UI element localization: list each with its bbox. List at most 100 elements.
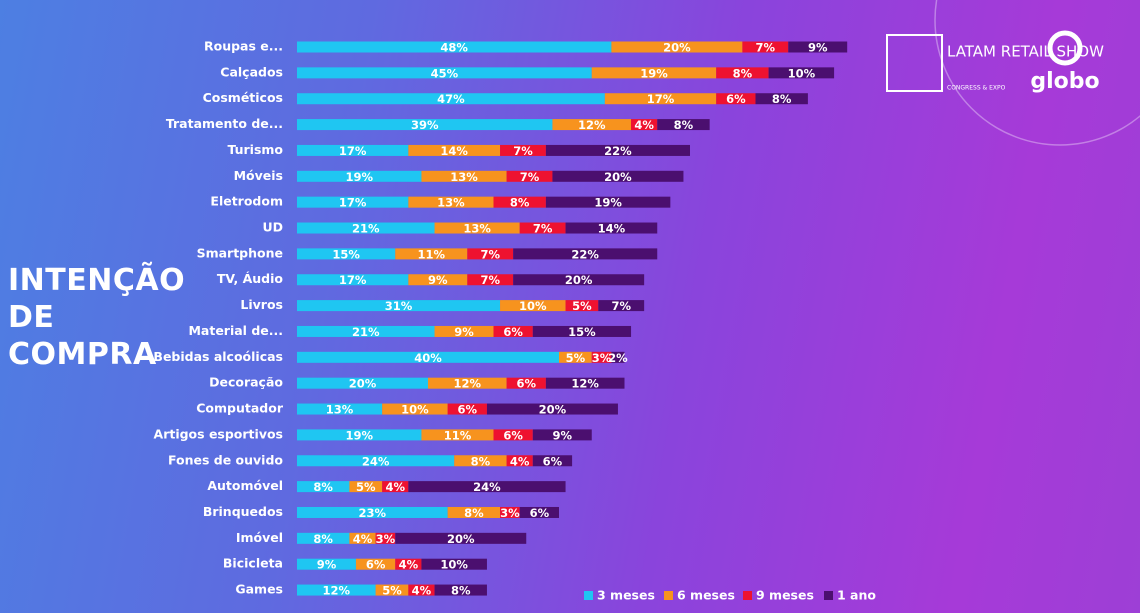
bar-segment xyxy=(716,93,756,105)
bar-segment xyxy=(591,67,717,79)
category-label: Cosméticos xyxy=(203,90,283,105)
bar-segment xyxy=(428,377,507,389)
bar-segment xyxy=(395,248,468,260)
value-label: 40% xyxy=(414,351,442,365)
legend-swatch xyxy=(584,591,593,600)
value-label: 6% xyxy=(726,92,746,106)
bar-segment xyxy=(297,351,559,363)
bar-segment xyxy=(297,558,356,570)
value-label: 15% xyxy=(332,247,360,261)
broadcaster-logo: globo xyxy=(1030,69,1099,94)
value-label: 9% xyxy=(553,428,573,442)
bar-segment xyxy=(506,170,553,182)
decor-circle xyxy=(934,0,1140,146)
bar-segment xyxy=(297,481,350,493)
bar-segment xyxy=(421,429,494,441)
bar-segment xyxy=(297,584,376,596)
legend-swatch xyxy=(824,591,833,600)
value-label: 9% xyxy=(317,558,337,572)
value-label: 10% xyxy=(788,66,816,80)
category-label: Games xyxy=(235,582,283,597)
category-label: Imóvel xyxy=(236,530,283,545)
bar-segment xyxy=(408,274,468,286)
bar-segment xyxy=(408,584,435,596)
value-label: 9% xyxy=(428,273,448,287)
value-label: 3% xyxy=(376,532,396,546)
bar-segment xyxy=(768,67,835,79)
value-label: 9% xyxy=(808,41,828,55)
category-label: Fones de ouvido xyxy=(168,452,283,467)
bar-segment xyxy=(297,325,435,337)
value-label: 7% xyxy=(756,41,776,55)
value-label: 6% xyxy=(503,428,523,442)
value-label: 17% xyxy=(339,196,367,210)
value-label: 13% xyxy=(326,403,354,417)
value-label: 8% xyxy=(674,118,694,132)
value-label: 4% xyxy=(399,558,419,572)
bar-segment xyxy=(532,325,632,337)
bar-segment xyxy=(434,325,494,337)
bar-segment xyxy=(297,403,383,415)
bar-segment xyxy=(565,300,599,312)
bar-segment xyxy=(297,506,448,518)
bar-segment xyxy=(493,325,533,337)
value-label: 24% xyxy=(362,454,390,468)
bar-segment xyxy=(297,377,428,389)
legend-label: 6 meses xyxy=(677,588,735,603)
value-label: 8% xyxy=(772,92,792,106)
bar-segment xyxy=(297,196,409,208)
value-label: 10% xyxy=(440,558,468,572)
value-label: 13% xyxy=(463,222,491,236)
bar-segment xyxy=(565,222,658,234)
value-label: 11% xyxy=(444,428,472,442)
value-label: 19% xyxy=(345,170,373,184)
bar-segment xyxy=(493,196,546,208)
value-label: 6% xyxy=(530,506,550,520)
bar-segment xyxy=(506,377,546,389)
value-label: 12% xyxy=(323,584,351,598)
bar-segment xyxy=(447,403,487,415)
value-label: 20% xyxy=(447,532,475,546)
value-label: 14% xyxy=(440,144,468,158)
value-label: 8% xyxy=(471,454,491,468)
value-label: 6% xyxy=(458,403,478,417)
bar-segment xyxy=(297,455,455,467)
bar-segment xyxy=(552,119,632,131)
value-label: 2% xyxy=(608,351,628,365)
value-label: 22% xyxy=(604,144,632,158)
value-label: 47% xyxy=(437,92,465,106)
value-label: 4% xyxy=(634,118,654,132)
value-label: 24% xyxy=(473,480,501,494)
category-label: Computador xyxy=(196,401,284,416)
chart-title: INTENÇÃO DE COMPRA xyxy=(8,263,186,372)
bar-segment xyxy=(788,41,848,53)
value-label: 8% xyxy=(313,480,333,494)
event-logo: LATAM RETAIL SHOW xyxy=(947,43,1104,61)
bar-segment xyxy=(467,248,514,260)
bar-segment xyxy=(395,532,527,544)
value-label: 5% xyxy=(566,351,586,365)
legend-label: 3 meses xyxy=(597,588,655,603)
bar-segment xyxy=(408,196,494,208)
category-label: Calçados xyxy=(220,64,283,79)
bar-segment xyxy=(545,377,625,389)
category-label: TV, Áudio xyxy=(217,271,283,286)
value-label: 6% xyxy=(516,377,536,391)
bar-segment xyxy=(493,429,533,441)
bar-segment xyxy=(631,119,658,131)
category-label: Smartphone xyxy=(197,245,283,260)
category-label: Bebidas alcoólicas xyxy=(153,349,283,364)
category-label: Turismo xyxy=(227,142,283,157)
value-label: 11% xyxy=(418,247,446,261)
value-label: 21% xyxy=(352,325,380,339)
value-label: 4% xyxy=(510,454,530,468)
bar-segment xyxy=(755,93,808,105)
bar-segment xyxy=(382,481,409,493)
value-label: 6% xyxy=(543,454,563,468)
bar-segment xyxy=(297,274,409,286)
bar-segment xyxy=(382,403,448,415)
value-label: 10% xyxy=(519,299,547,313)
bar-segment xyxy=(454,455,507,467)
bar-segment xyxy=(500,300,566,312)
